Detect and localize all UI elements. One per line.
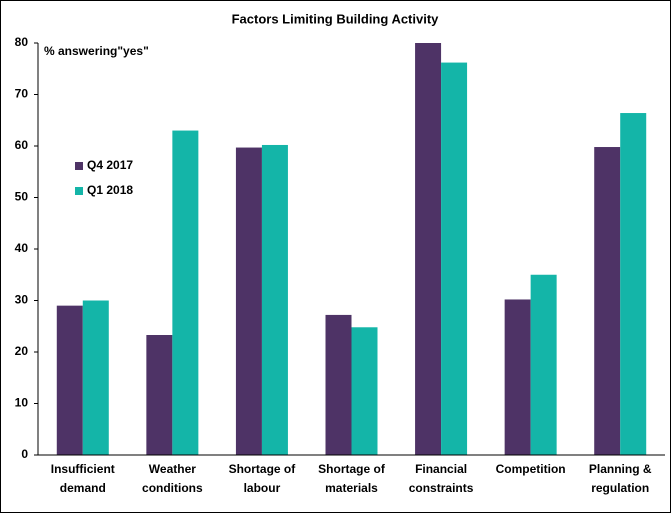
x-tick-label: labour: [244, 481, 281, 495]
y-tick-label: 80: [15, 35, 29, 49]
bar: [441, 62, 468, 455]
x-tick-label: Competition: [496, 462, 566, 476]
x-tick-label: Shortage of: [318, 462, 386, 476]
x-tick-label: demand: [60, 481, 106, 495]
y-tick-label: 50: [15, 190, 29, 204]
bar: [261, 144, 288, 455]
bar: [56, 305, 83, 455]
y-axis-label: % answering"yes": [44, 44, 149, 58]
bar: [235, 147, 262, 456]
bar: [504, 299, 531, 455]
y-tick-label: 60: [15, 138, 29, 152]
y-tick-label: 20: [15, 344, 29, 358]
legend-label: Q1 2018: [87, 183, 133, 197]
x-tick-label: materials: [325, 481, 378, 495]
x-tick-label: conditions: [142, 481, 203, 495]
y-tick-label: 0: [21, 447, 28, 461]
x-tick-label: Financial: [415, 462, 467, 476]
bar: [530, 274, 557, 455]
bar: [351, 327, 378, 455]
x-tick-label: Planning &: [589, 462, 652, 476]
legend-swatch: [75, 187, 83, 195]
x-tick-label: Insufficient: [51, 462, 115, 476]
legend-label: Q4 2017: [87, 158, 133, 172]
bar: [325, 314, 352, 455]
x-tick-label: Weather: [149, 462, 196, 476]
bar: [146, 335, 173, 455]
y-tick-label: 30: [15, 293, 29, 307]
x-tick-label: Shortage of: [229, 462, 297, 476]
x-tick-label: regulation: [591, 481, 649, 495]
legend-swatch: [75, 162, 83, 170]
chart-title: Factors Limiting Building Activity: [232, 11, 440, 26]
bar: [620, 113, 647, 455]
bar: [415, 43, 442, 455]
y-tick-label: 10: [15, 396, 29, 410]
x-tick-label: constraints: [409, 481, 474, 495]
bar: [594, 147, 621, 455]
y-tick-label: 40: [15, 241, 29, 255]
y-tick-label: 70: [15, 87, 29, 101]
bar: [172, 130, 199, 456]
bar: [82, 300, 109, 455]
